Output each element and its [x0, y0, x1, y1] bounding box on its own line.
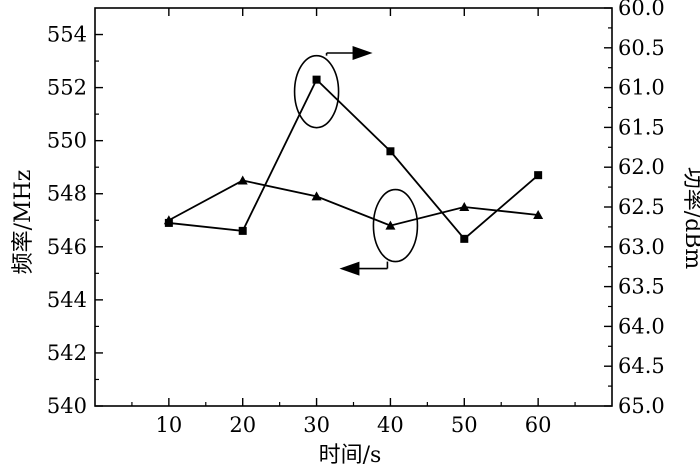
- axes: [94, 7, 613, 407]
- y-right-tick-label: 62.0: [618, 155, 665, 179]
- frequency-series-line: [168, 179, 539, 227]
- tick-labels: 10 20 30 40 50 60 540 542 544 546 548 550 552 554 60.0…: [47, 0, 665, 437]
- frequency-point: [533, 209, 544, 219]
- power-point: [238, 226, 247, 235]
- y-right-tick-label: 60.0: [618, 0, 665, 20]
- y-right-tick-label: 60.5: [618, 36, 665, 60]
- power-series-line: [168, 78, 539, 241]
- y-right-tick-label: 64.0: [618, 314, 665, 338]
- x-axis-title: 时间/s: [319, 443, 382, 468]
- y-left-tick-label: 550: [47, 129, 87, 153]
- power-series-ellipse: [293, 54, 340, 129]
- frequency-point: [311, 191, 322, 201]
- power-point: [386, 147, 395, 156]
- tick-marks: [95, 7, 612, 407]
- x-tick-label: 10: [155, 413, 182, 437]
- y-axis-left-title: 频率/MHz: [11, 170, 36, 275]
- y-right-tick-label: 64.5: [618, 354, 665, 378]
- x-tick-label: 50: [451, 413, 478, 437]
- series: [163, 75, 544, 243]
- arrow-right-icon: [352, 46, 373, 60]
- y-left-tick-label: 548: [47, 182, 87, 206]
- x-tick-label: 30: [303, 413, 330, 437]
- y-right-tick-label: 61.5: [618, 115, 665, 139]
- y-right-tick-label: 62.5: [618, 195, 665, 219]
- frequency-point: [459, 202, 470, 211]
- frequency-series-ellipse: [372, 188, 419, 263]
- frequency-point: [385, 220, 396, 230]
- x-tick-label: 40: [377, 413, 404, 437]
- power-point: [312, 75, 321, 84]
- y-left-tick-label: 546: [47, 235, 87, 259]
- y-axis-right-title: 功率/dBm: [680, 167, 700, 270]
- x-tick-label: 20: [229, 413, 256, 437]
- annotations: [293, 46, 419, 276]
- y-left-tick-label: 542: [47, 341, 87, 365]
- y-left-tick-label: 540: [47, 394, 87, 418]
- y-right-tick-label: 61.0: [618, 76, 665, 100]
- power-point: [164, 218, 173, 227]
- power-point: [460, 234, 469, 243]
- x-tick-label: 60: [525, 413, 552, 437]
- frequency-point: [237, 175, 248, 185]
- y-right-tick-label: 65.0: [618, 394, 665, 418]
- power-point: [534, 171, 543, 180]
- y-left-tick-label: 554: [47, 23, 87, 47]
- y-left-tick-label: 552: [47, 76, 87, 100]
- y-left-tick-label: 544: [47, 288, 87, 312]
- arrow-left-icon: [339, 261, 360, 276]
- plot-frame: [94, 7, 613, 407]
- y-right-tick-label: 63.5: [618, 275, 665, 299]
- y-right-tick-label: 63.0: [618, 235, 665, 259]
